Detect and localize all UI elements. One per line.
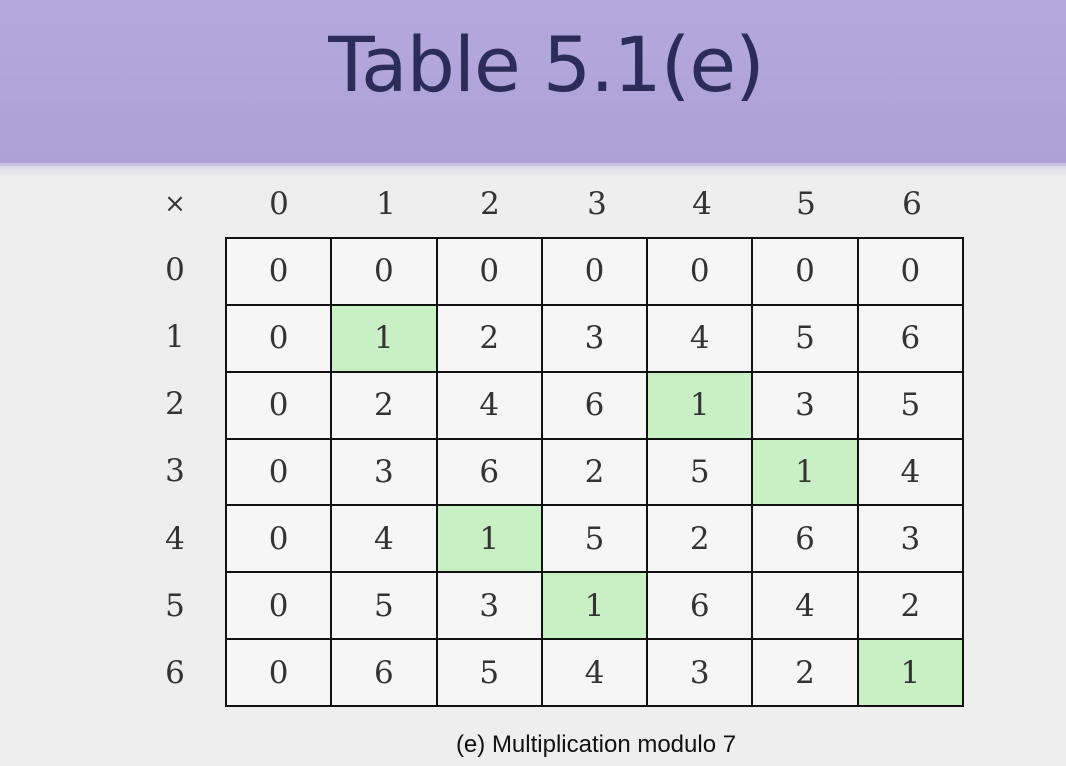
- table-cell: 4: [330, 504, 438, 574]
- table-cell: 6: [435, 437, 543, 507]
- table-cell: 0: [856, 237, 965, 306]
- table-cell: 6: [751, 504, 859, 574]
- title-band-shadow: [0, 163, 1066, 177]
- table-cell: 5: [646, 437, 754, 507]
- table-cell: 5: [435, 638, 543, 707]
- table-cell: 2: [646, 504, 754, 574]
- highlighted-cell: 1: [856, 638, 965, 707]
- multiplication-table: 0 0 0 0 0 0 0 0 1 2 3 4 5 6 0 2 4 6 1 3 …: [224, 237, 965, 707]
- highlighted-cell: 1: [435, 504, 543, 574]
- table-row: 0 5 3 1 6 4 2: [224, 571, 965, 641]
- table-cell: 0: [224, 437, 333, 507]
- table-cell: 0: [540, 237, 649, 306]
- table-cell: 0: [224, 370, 333, 440]
- table-cell: 0: [224, 237, 333, 306]
- table-cell: 2: [856, 571, 965, 641]
- table-row: 0 2 4 6 1 3 5: [224, 370, 965, 440]
- table-cell: 0: [224, 303, 333, 373]
- table-row: 0 1 2 3 4 5 6: [224, 303, 965, 373]
- table-cell: 4: [435, 370, 543, 440]
- table-cell: 5: [330, 571, 438, 641]
- table-cell: 3: [435, 571, 543, 641]
- table-cell: 3: [540, 303, 649, 373]
- column-header: 3: [587, 186, 607, 222]
- table-cell: 4: [856, 437, 965, 507]
- table-cell: 4: [646, 303, 754, 373]
- row-header: 5: [165, 588, 185, 624]
- column-header: 6: [902, 186, 922, 222]
- table-cell: 0: [751, 237, 859, 306]
- operator-symbol: ×: [164, 189, 186, 219]
- table-cell: 5: [751, 303, 859, 373]
- table-cell: 0: [330, 237, 438, 306]
- row-header: 2: [165, 386, 185, 422]
- row-header: 3: [165, 453, 185, 489]
- table-cell: 0: [224, 571, 333, 641]
- table-row: 0 6 5 4 3 2 1: [224, 638, 965, 707]
- table-cell: 2: [751, 638, 859, 707]
- table-cell: 6: [856, 303, 965, 373]
- table-cell: 2: [330, 370, 438, 440]
- table-cell: 6: [540, 370, 649, 440]
- column-header: 0: [269, 186, 289, 222]
- row-header: 6: [165, 655, 185, 691]
- column-header: 5: [796, 186, 816, 222]
- row-header: 0: [165, 252, 185, 288]
- table-cell: 5: [540, 504, 649, 574]
- column-header: 4: [692, 186, 712, 222]
- table-cell: 3: [751, 370, 859, 440]
- table-cell: 6: [646, 571, 754, 641]
- table-cell: 3: [646, 638, 754, 707]
- table-cell: 0: [224, 638, 333, 707]
- table-row: 0 4 1 5 2 6 3: [224, 504, 965, 574]
- table-cell: 2: [540, 437, 649, 507]
- table-caption: (e) Multiplication modulo 7: [455, 731, 737, 758]
- table-cell: 4: [540, 638, 649, 707]
- table-cell: 3: [856, 504, 965, 574]
- highlighted-cell: 1: [751, 437, 859, 507]
- title-band: [0, 0, 1066, 166]
- row-header: 1: [165, 319, 185, 355]
- table-row: 0 3 6 2 5 1 4: [224, 437, 965, 507]
- highlighted-cell: 1: [540, 571, 649, 641]
- slide-title: Table 5.1(e): [328, 20, 765, 109]
- table-cell: 3: [330, 437, 438, 507]
- table-cell: 0: [646, 237, 754, 306]
- table-cell: 0: [435, 237, 543, 306]
- table-cell: 6: [330, 638, 438, 707]
- table-cell: 0: [224, 504, 333, 574]
- column-header: 2: [480, 186, 500, 222]
- table-cell: 4: [751, 571, 859, 641]
- table-cell: 2: [435, 303, 543, 373]
- highlighted-cell: 1: [646, 370, 754, 440]
- table-row: 0 0 0 0 0 0 0: [224, 237, 965, 306]
- table-cell: 5: [856, 370, 965, 440]
- row-header: 4: [165, 521, 185, 557]
- column-header: 1: [376, 186, 396, 222]
- highlighted-cell: 1: [330, 303, 438, 373]
